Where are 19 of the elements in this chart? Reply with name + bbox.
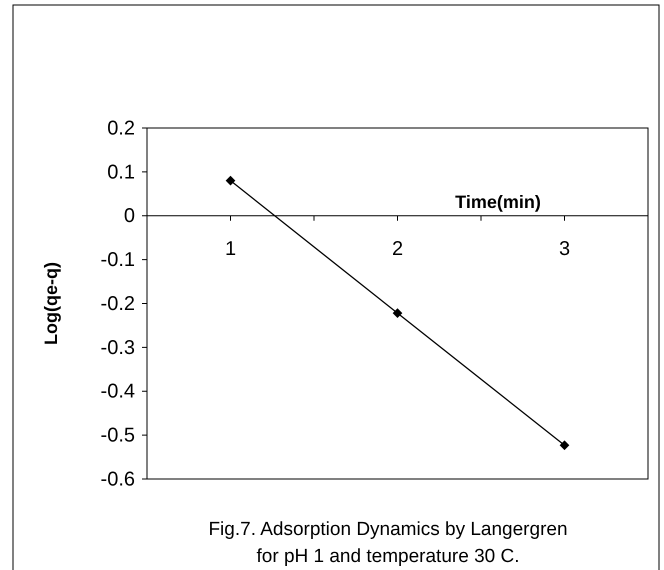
point	[226, 176, 236, 186]
y-axis-title: Log(qe-q)	[41, 262, 61, 345]
y-tick-label: -0.5	[100, 424, 135, 447]
x-tick-label: 2	[392, 238, 404, 260]
x-tick-label: 3	[558, 238, 570, 260]
point	[392, 308, 402, 318]
y-tick-label: -0.2	[100, 292, 135, 315]
y-tick-label: -0.6	[100, 468, 135, 490]
x-axis-title: Time(min)	[455, 192, 541, 212]
point	[560, 440, 570, 450]
y-tick-label: -0.4	[100, 380, 135, 403]
y-tick-label: -0.3	[100, 336, 135, 359]
y-tick-label: -0.1	[100, 249, 135, 272]
caption: Fig.7. Adsorption Dynamics by Langergren	[208, 519, 568, 540]
y-tick-label: 0.2	[107, 117, 135, 140]
x-tick-label: 1	[224, 238, 236, 260]
y-tick-label: 0.1	[107, 161, 135, 184]
y-tick-label: 0	[124, 205, 135, 228]
text: for pH 1 and temperature 30 C.	[256, 546, 520, 567]
